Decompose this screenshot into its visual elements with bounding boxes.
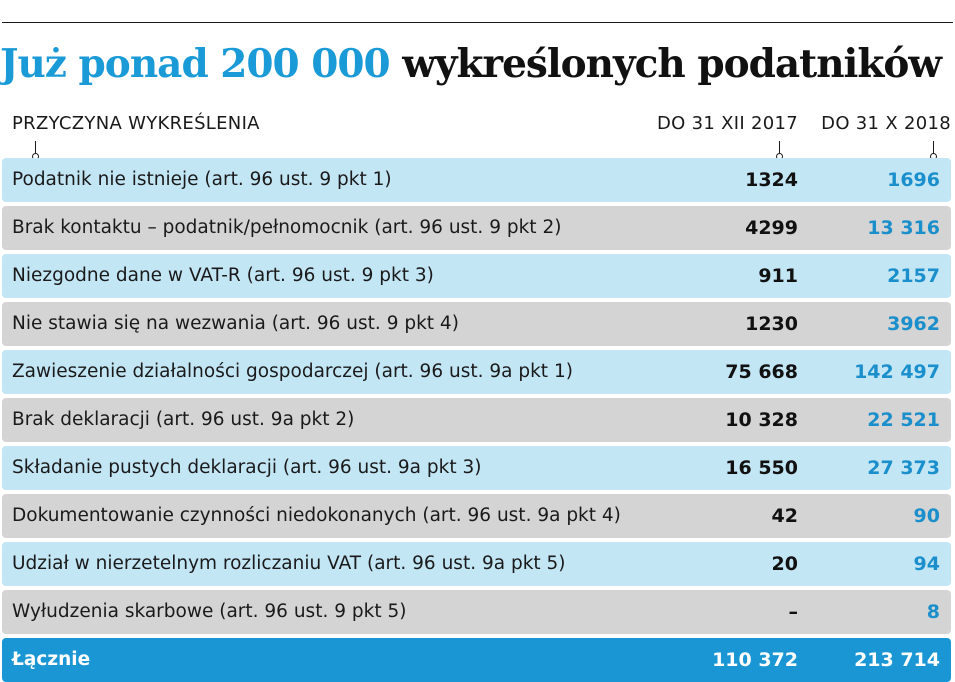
table-row: Składanie pustych deklaracji (art. 96 us… [2, 446, 951, 490]
value-2018: 13 316 [867, 217, 940, 239]
table-row: Udział w nierzetelnym rozliczaniu VAT (a… [2, 542, 951, 586]
value-2018: 27 373 [867, 457, 940, 479]
row-label: Brak kontaktu – podatnik/pełnomocnik (ar… [12, 217, 562, 238]
value-2017: 16 550 [725, 457, 798, 479]
value-2018: 94 [913, 553, 940, 575]
value-2017: – [788, 601, 799, 623]
row-label: Podatnik nie istnieje (art. 96 ust. 9 pk… [12, 169, 392, 190]
row-label: Składanie pustych deklaracji (art. 96 us… [12, 457, 482, 478]
value-2018: 142 497 [854, 361, 940, 383]
row-label: Udział w nierzetelnym rozliczaniu VAT (a… [12, 553, 566, 574]
value-2017: 10 328 [725, 409, 798, 431]
row-label: Brak deklaracji (art. 96 ust. 9a pkt 2) [12, 409, 355, 430]
table-row: Nie stawia się na wezwania (art. 96 ust.… [2, 302, 951, 346]
title-rest: wykreślonych podatników [402, 41, 942, 87]
column-marker-2017 [776, 141, 783, 160]
table-row: Wyłudzenia skarbowe (art. 96 ust. 9 pkt … [2, 590, 951, 634]
value-2018: 3962 [887, 313, 940, 335]
table-row: Podatnik nie istnieje (art. 96 ust. 9 pk… [2, 158, 951, 202]
table-row: Niezgodne dane w VAT-R (art. 96 ust. 9 p… [2, 254, 951, 298]
value-2017: 42 [771, 505, 798, 527]
table-row: Brak kontaktu – podatnik/pełnomocnik (ar… [2, 206, 951, 250]
table-row: Brak deklaracji (art. 96 ust. 9a pkt 2) 1… [2, 398, 951, 442]
row-label: Wyłudzenia skarbowe (art. 96 ust. 9 pkt … [12, 601, 407, 622]
column-header-cause: PRZYCZYNA WYKREŚLENIA [12, 113, 260, 134]
row-label: Łącznie [12, 649, 91, 670]
column-header-2017: DO 31 XII 2017 [656, 113, 798, 134]
value-2017: 911 [758, 265, 798, 287]
value-2017: 75 668 [725, 361, 798, 383]
value-2018: 8 [926, 601, 940, 623]
value-2018: 1696 [887, 169, 940, 191]
chart-title: Już ponad 200 000 wykreślonych podatnikó… [0, 40, 942, 88]
value-2017: 20 [771, 553, 798, 575]
table-row: Dokumentowanie czynności niedokonanych (… [2, 494, 951, 538]
value-2017: 110 372 [712, 649, 798, 671]
value-2017: 1230 [745, 313, 798, 335]
value-2018: 213 714 [854, 649, 940, 671]
column-marker-2018 [930, 141, 937, 160]
column-marker-cause [32, 141, 39, 160]
row-label: Nie stawia się na wezwania (art. 96 ust.… [12, 313, 459, 334]
value-2017: 1324 [745, 169, 798, 191]
title-accent: Już ponad 200 000 [0, 41, 391, 87]
table-row: Zawieszenie działalności gospodarczej (a… [2, 350, 951, 394]
value-2018: 90 [913, 505, 940, 527]
value-2018: 22 521 [867, 409, 940, 431]
row-label: Niezgodne dane w VAT-R (art. 96 ust. 9 p… [12, 265, 434, 286]
row-label: Dokumentowanie czynności niedokonanych (… [12, 505, 621, 526]
value-2017: 4299 [745, 217, 798, 239]
top-rule [2, 22, 953, 23]
column-header-2018: DO 31 X 2018 [821, 113, 951, 134]
value-2018: 2157 [887, 265, 940, 287]
row-label: Zawieszenie działalności gospodarczej (a… [12, 361, 573, 382]
table-row-total: Łącznie 110 372 213 714 [2, 638, 951, 682]
